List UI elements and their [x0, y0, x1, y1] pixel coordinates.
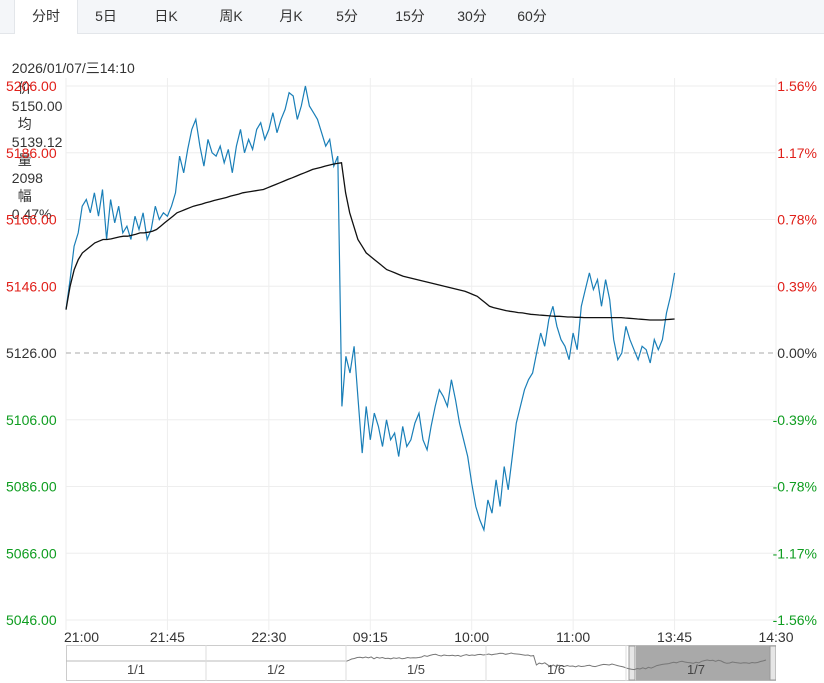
x-tick-label: 22:30 — [251, 629, 286, 645]
x-tick-label: 09:15 — [353, 629, 388, 645]
navigator-label: 1/7 — [687, 662, 705, 677]
period-tab-bar: 分时 5日 日K 周K 月K 5分 15分 30分 60分 — [0, 0, 824, 34]
price-value: 5150.00 — [11, 98, 63, 114]
tab-7[interactable]: 30分 — [457, 8, 487, 24]
tab-0[interactable]: 分时 — [14, 0, 78, 34]
navigator-label: 1/6 — [547, 662, 565, 677]
y-tick-label: 5186.00 — [6, 145, 57, 161]
pct-tick-label: 0.00% — [777, 345, 817, 361]
volume-label: 量 — [17, 152, 32, 168]
pct-tick-label: 1.17% — [777, 145, 817, 161]
average-line — [65, 162, 675, 321]
tab-8[interactable]: 60分 — [517, 8, 547, 24]
y-tick-label: 5126.00 — [6, 345, 57, 361]
navigator-trace — [345, 652, 767, 671]
y-tick-label: 5206.00 — [6, 78, 57, 94]
y-tick-label: 5066.00 — [6, 545, 57, 561]
x-tick-label: 11:00 — [556, 629, 590, 645]
navigator-label: 1/1 — [127, 662, 145, 677]
change-value: 0.47% — [11, 206, 52, 222]
change-label: 幅 — [17, 188, 32, 204]
navigator-label: 1/5 — [407, 662, 425, 677]
navigator-label: 1/2 — [267, 662, 285, 677]
navigator-handle-right[interactable] — [769, 645, 776, 681]
price-label: 价 — [17, 80, 32, 96]
tab-4[interactable]: 月K — [279, 8, 303, 24]
pct-tick-label: -0.39% — [773, 412, 817, 428]
avg-value: 5139.12 — [11, 134, 63, 150]
tab-3[interactable]: 周K — [219, 8, 243, 24]
y-tick-label: 5086.00 — [6, 479, 57, 495]
y-tick-label: 5166.00 — [6, 212, 57, 228]
tab-2[interactable]: 日K — [154, 8, 178, 24]
price-line — [65, 85, 676, 533]
navigator-handle-left[interactable] — [628, 645, 636, 681]
quote-info-bar: 2026/01/07/三14:10 价 5150.00 均 5139.12 量 … — [4, 42, 135, 222]
x-tick-label: 10:00 — [454, 629, 489, 645]
datetime-label: 2026/01/07/三14:10 — [11, 60, 135, 76]
pct-tick-label: 0.39% — [777, 278, 817, 294]
tab-1[interactable]: 5日 — [95, 8, 117, 24]
y-tick-label: 5106.00 — [6, 412, 57, 428]
x-tick-label: 21:00 — [64, 629, 99, 645]
avg-label: 均 — [17, 116, 32, 132]
time-range-navigator[interactable]: 1/1 1/2 1/5 1/6 1/7 — [66, 645, 776, 681]
pct-tick-label: -0.78% — [773, 479, 817, 495]
y-tick-label: 5146.00 — [6, 278, 57, 294]
x-tick-label: 13:45 — [657, 629, 692, 645]
volume-value: 2098 — [11, 170, 43, 186]
x-tick-label: 14:30 — [758, 629, 793, 645]
tab-5[interactable]: 5分 — [336, 8, 358, 24]
pct-tick-label: -1.17% — [773, 545, 817, 561]
tab-6[interactable]: 15分 — [395, 8, 425, 24]
intraday-chart: 5206.00 1.56% 5186.00 1.17% 5166.00 0.78% 5146… — [6, 78, 817, 645]
pct-tick-label: 1.56% — [777, 78, 817, 94]
pct-tick-label: 0.78% — [777, 212, 817, 228]
y-tick-label: 5046.00 — [6, 612, 57, 628]
pct-tick-label: -1.56% — [773, 612, 817, 628]
x-tick-label: 21:45 — [150, 629, 185, 645]
